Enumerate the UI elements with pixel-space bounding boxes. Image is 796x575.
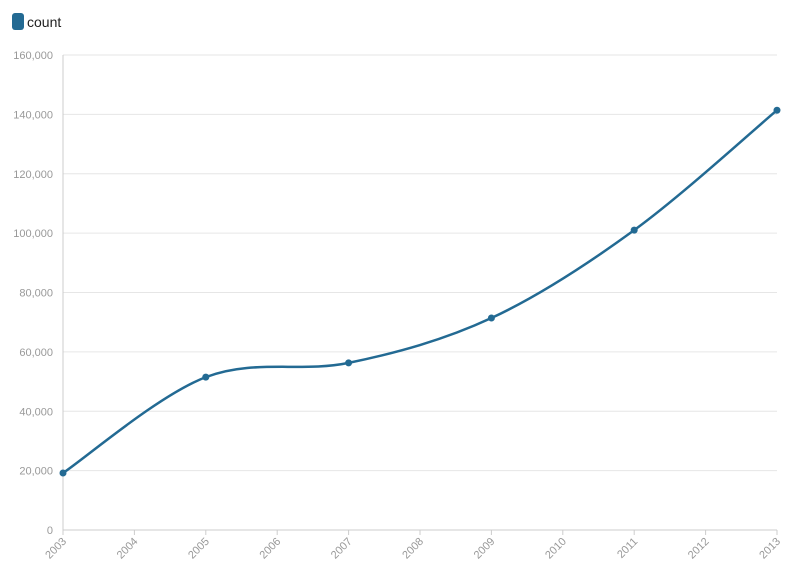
x-tick-label: 2010 [543,536,569,562]
x-tick-label: 2009 [472,536,498,562]
line [62,109,778,475]
y-tick-label: 80,000 [19,288,53,300]
x-tick-label: 2003 [43,536,69,562]
x-tick-label: 2006 [258,536,284,562]
x-tick-label: 2011 [615,536,640,561]
x-tick-label: 2008 [400,536,426,562]
x-tick-label: 2013 [757,536,783,562]
y-tick-label: 20,000 [19,466,53,478]
legend-swatch [12,13,24,30]
y-tick-label: 60,000 [19,347,53,359]
y-tick-label: 100,000 [13,228,53,240]
x-tick-label: 2005 [186,536,212,562]
x-tick-label: 2012 [686,536,712,562]
y-tick-label: 140,000 [13,109,53,121]
legend-label: count [27,14,61,30]
x-tick-label: 2007 [329,536,355,562]
y-tick-label: 160,000 [13,50,53,62]
point [487,314,495,322]
point [345,359,353,367]
point [202,373,210,381]
y-tick-label: 0 [47,525,53,537]
x-tick-label: 2004 [115,536,141,562]
point [59,469,67,477]
point [773,106,781,114]
point [630,226,638,234]
y-tick-label: 40,000 [19,406,53,418]
y-tick-label: 120,000 [13,169,53,181]
